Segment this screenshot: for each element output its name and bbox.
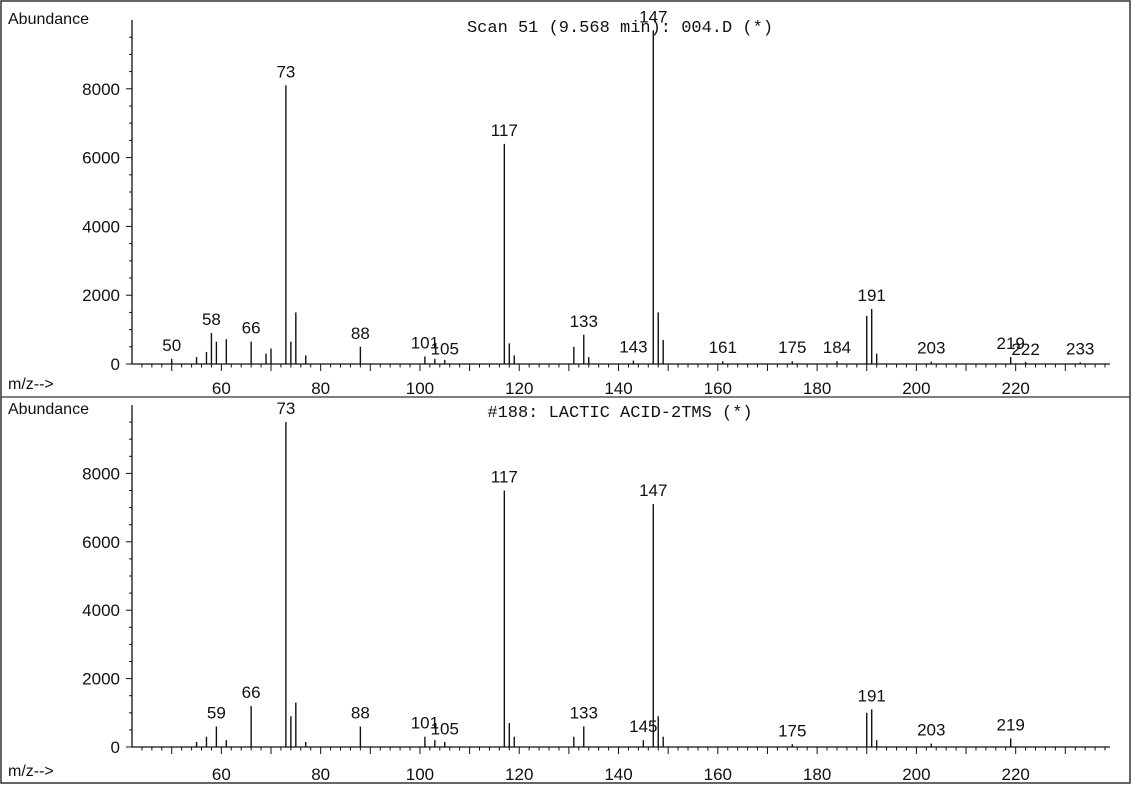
- peak-label: 73: [276, 399, 295, 418]
- x-tick-label: 120: [505, 379, 533, 398]
- peak-label: 203: [917, 339, 945, 358]
- spectrum-panel-1: Scan 51 (9.568 min): 004.D (*) Abundance 0…: [8, 7, 1110, 398]
- peak-label: 73: [276, 62, 295, 81]
- peak-label: 143: [619, 338, 647, 357]
- peak-label: 147: [639, 7, 667, 26]
- peak-label: 66: [242, 683, 261, 702]
- y-axis-label: Abundance: [8, 11, 89, 28]
- x-tick-label: 80: [311, 379, 330, 398]
- y-tick-label: 0: [111, 355, 120, 374]
- peak-label: 219: [997, 334, 1025, 353]
- peak-label: 88: [351, 703, 370, 722]
- x-tick-label: 200: [902, 379, 930, 398]
- y-tick-label: 8000: [82, 80, 120, 99]
- peak-label: 191: [858, 686, 886, 705]
- x-tick-label: 100: [406, 765, 434, 784]
- x-tick-label: 100: [406, 379, 434, 398]
- peak-label: 145: [629, 717, 657, 736]
- x-tick-label: 60: [212, 379, 231, 398]
- peak-label: 147: [639, 481, 667, 500]
- x-tick-label: 140: [604, 379, 632, 398]
- x-tick-label: 220: [1001, 765, 1029, 784]
- peak-label: 101: [411, 714, 439, 733]
- peak-label: 117: [491, 121, 518, 140]
- panel-title: #188: LACTIC ACID-2TMS (*): [487, 404, 752, 423]
- peak-label: 50: [162, 336, 181, 355]
- peak-label: 105: [431, 720, 459, 739]
- x-axis-label: m/z-->: [8, 763, 54, 780]
- y-tick-label: 8000: [82, 464, 120, 483]
- y-tick-label: 6000: [82, 533, 120, 552]
- y-axis-label: Abundance: [8, 401, 89, 418]
- y-tick-label: 4000: [82, 601, 120, 620]
- peak-label: 117: [491, 468, 518, 487]
- peak-label: 105: [431, 339, 459, 358]
- x-tick-label: 120: [505, 765, 533, 784]
- x-tick-label: 220: [1001, 379, 1029, 398]
- x-tick-label: 60: [212, 765, 231, 784]
- x-tick-label: 180: [803, 765, 831, 784]
- peak-label: 184: [823, 338, 851, 357]
- y-tick-label: 6000: [82, 149, 120, 168]
- peak-label: 175: [778, 721, 806, 740]
- x-tick-label: 160: [704, 379, 732, 398]
- y-tick-label: 2000: [82, 670, 120, 689]
- peak-label: 66: [242, 319, 261, 338]
- peak-label: 219: [997, 715, 1025, 734]
- peak-label: 58: [202, 310, 221, 329]
- peak-label: 203: [917, 721, 945, 740]
- peak-label: 191: [858, 286, 886, 305]
- y-tick-label: 0: [111, 738, 120, 757]
- x-tick-label: 80: [311, 765, 330, 784]
- peak-label: 233: [1066, 339, 1094, 358]
- peak-label: 59: [207, 703, 226, 722]
- panel-title: Scan 51 (9.568 min): 004.D (*): [467, 19, 773, 38]
- y-tick-label: 2000: [82, 286, 120, 305]
- spectrum-panel-2: #188: LACTIC ACID-2TMS (*) Abundance 0 2000…: [8, 399, 1110, 784]
- x-tick-label: 200: [902, 765, 930, 784]
- x-axis-label: m/z-->: [8, 376, 54, 393]
- x-tick-label: 160: [704, 765, 732, 784]
- x-tick-label: 180: [803, 379, 831, 398]
- peak-label: 133: [570, 312, 598, 331]
- peak-label: 133: [570, 703, 598, 722]
- y-tick-label: 4000: [82, 217, 120, 236]
- peak-label: 101: [411, 333, 439, 352]
- peak-label: 88: [351, 324, 370, 343]
- peak-label: 161: [709, 338, 737, 357]
- x-tick-label: 140: [604, 765, 632, 784]
- peak-label: 175: [778, 338, 806, 357]
- peak-label: 222: [1011, 340, 1039, 359]
